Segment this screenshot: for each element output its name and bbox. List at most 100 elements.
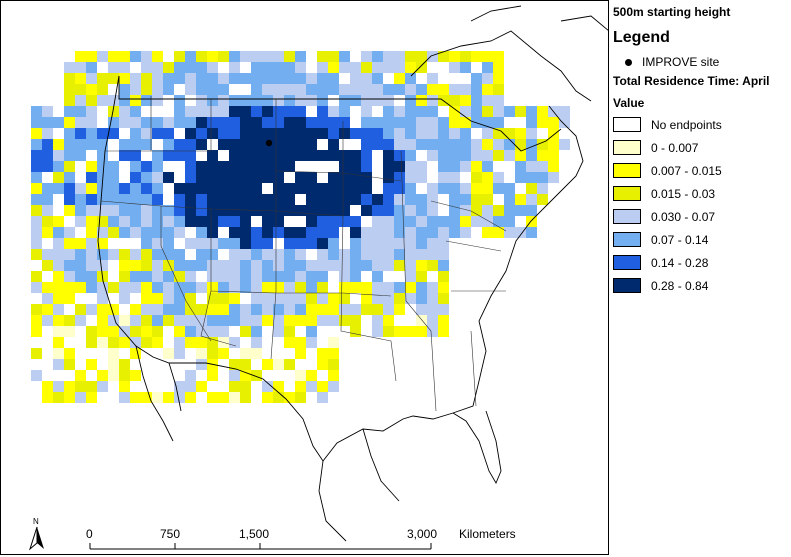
grid-cell xyxy=(394,84,405,95)
grid-cell xyxy=(64,381,75,392)
grid-cell xyxy=(306,304,317,315)
grid-cell xyxy=(317,293,328,304)
grid-cell xyxy=(306,216,317,227)
scale-tick-label: 1,500 xyxy=(239,527,270,541)
grid-cell xyxy=(383,260,394,271)
scale-tick-label: 750 xyxy=(160,527,181,541)
grid-cell xyxy=(493,117,504,128)
grid-cell xyxy=(185,238,196,249)
grid-cell xyxy=(273,117,284,128)
grid-cell xyxy=(548,161,559,172)
grid-cell xyxy=(97,227,108,238)
grid-cell xyxy=(251,172,262,183)
grid-cell xyxy=(108,62,119,73)
grid-cell xyxy=(229,150,240,161)
grid-cell xyxy=(207,293,218,304)
grid-cell xyxy=(64,282,75,293)
grid-cell xyxy=(273,249,284,260)
grid-cell xyxy=(64,326,75,337)
grid-cell xyxy=(251,161,262,172)
grid-cell xyxy=(141,73,152,84)
grid-cell xyxy=(64,95,75,106)
grid-cell xyxy=(218,392,229,403)
improve-site-marker[interactable] xyxy=(265,139,273,147)
grid-cell xyxy=(207,150,218,161)
class-label: 0.015 - 0.03 xyxy=(651,186,716,201)
grid-cell xyxy=(207,161,218,172)
grid-cell xyxy=(207,260,218,271)
grid-cell xyxy=(537,172,548,183)
grid-cell xyxy=(174,282,185,293)
grid-cell xyxy=(86,260,97,271)
grid-cell xyxy=(240,326,251,337)
grid-cell xyxy=(262,51,273,62)
grid-cell xyxy=(152,227,163,238)
grid-cell xyxy=(350,315,361,326)
grid-cell xyxy=(174,337,185,348)
grid-cell xyxy=(86,106,97,117)
grid-cell xyxy=(394,238,405,249)
grid-cell xyxy=(207,51,218,62)
grid-cell xyxy=(350,62,361,73)
grid-cell xyxy=(273,183,284,194)
grid-cell xyxy=(339,205,350,216)
map-canvas[interactable] xyxy=(1,1,609,555)
grid-cell xyxy=(438,249,449,260)
grid-cell xyxy=(86,271,97,282)
grid-cell xyxy=(504,227,515,238)
grid-cell xyxy=(240,348,251,359)
grid-cell xyxy=(86,249,97,260)
grid-cell xyxy=(317,128,328,139)
grid-cell xyxy=(273,84,284,95)
grid-cell xyxy=(251,62,262,73)
grid-cell xyxy=(130,117,141,128)
grid-cell xyxy=(361,106,372,117)
grid-cell xyxy=(427,315,438,326)
grid-cell xyxy=(284,238,295,249)
grid-cell xyxy=(493,128,504,139)
grid-cell xyxy=(75,84,86,95)
grid-cell xyxy=(130,106,141,117)
grid-cell xyxy=(273,161,284,172)
grid-cell xyxy=(471,51,482,62)
grid-cell xyxy=(119,392,130,403)
grid-cell xyxy=(526,205,537,216)
grid-cell xyxy=(251,249,262,260)
grid-cell xyxy=(53,216,64,227)
grid-cell xyxy=(251,282,262,293)
grid-cell xyxy=(86,326,97,337)
grid-cell xyxy=(141,194,152,205)
grid-cell xyxy=(526,139,537,150)
grid-cell xyxy=(405,238,416,249)
grid-cell xyxy=(42,216,53,227)
grid-cell xyxy=(306,271,317,282)
grid-cell xyxy=(306,370,317,381)
grid-cell xyxy=(383,106,394,117)
grid-cell xyxy=(537,150,548,161)
residence-time-grid xyxy=(31,51,570,403)
grid-cell xyxy=(405,106,416,117)
grid-cell xyxy=(174,194,185,205)
grid-cell xyxy=(394,73,405,84)
grid-cell xyxy=(317,227,328,238)
grid-cell xyxy=(196,216,207,227)
grid-cell xyxy=(361,183,372,194)
grid-cell xyxy=(504,106,515,117)
grid-cell xyxy=(317,84,328,95)
grid-cell xyxy=(97,161,108,172)
grid-cell xyxy=(361,304,372,315)
grid-cell xyxy=(108,304,119,315)
grid-cell xyxy=(350,172,361,183)
grid-cell xyxy=(427,139,438,150)
grid-cell xyxy=(218,183,229,194)
grid-cell xyxy=(119,95,130,106)
grid-cell xyxy=(86,51,97,62)
grid-cell xyxy=(537,139,548,150)
grid-cell xyxy=(317,205,328,216)
grid-cell xyxy=(471,139,482,150)
grid-cell xyxy=(108,227,119,238)
grid-cell xyxy=(251,194,262,205)
grid-cell xyxy=(471,73,482,84)
map-frame[interactable]: N 0 750 1,500 3,000 Kilometers xyxy=(0,0,609,555)
grid-cell xyxy=(130,95,141,106)
